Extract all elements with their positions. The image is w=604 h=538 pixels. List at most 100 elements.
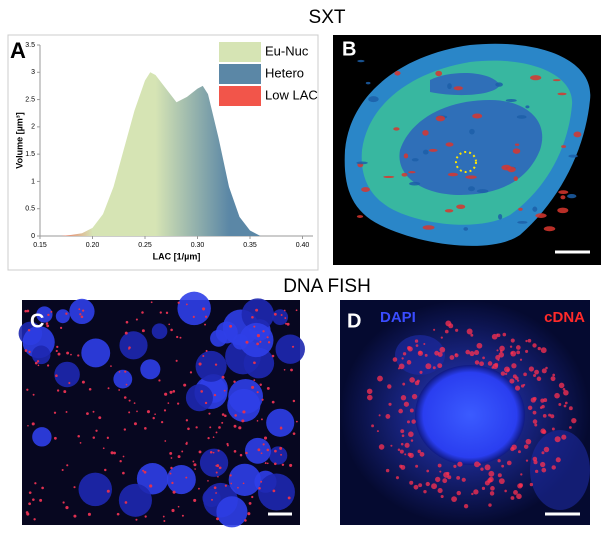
- signal-dot: [517, 483, 523, 489]
- signal-dot: [143, 470, 147, 474]
- specks: [356, 59, 582, 232]
- nucleus: [415, 365, 525, 465]
- signal-dot: [119, 460, 122, 463]
- signal-dot: [125, 320, 129, 324]
- signal-dot: [523, 372, 527, 377]
- signal-dot: [263, 436, 268, 440]
- signal-dot: [290, 368, 293, 372]
- signal-dot: [568, 406, 573, 411]
- signal-dot: [418, 483, 423, 488]
- signal-dot: [426, 469, 430, 473]
- signal-dot: [128, 411, 131, 414]
- signal-dot: [523, 383, 526, 386]
- signal-dot: [169, 451, 173, 455]
- speck: [361, 187, 370, 192]
- signal-dot: [279, 426, 283, 430]
- signal-dot: [124, 370, 127, 373]
- signal-dot: [26, 309, 30, 313]
- signal-dot: [532, 456, 538, 462]
- y-tick-label: 0.5: [25, 206, 35, 213]
- signal-dot: [163, 409, 167, 412]
- signal-dot: [177, 402, 180, 405]
- signal-dot: [407, 346, 413, 352]
- y-tick-label: 2: [31, 124, 35, 131]
- panel-label: A: [10, 38, 26, 63]
- signal-dot: [516, 379, 520, 382]
- signal-dot: [439, 470, 442, 473]
- signal-dot: [563, 389, 569, 396]
- signal-dot: [469, 350, 475, 357]
- speck: [495, 82, 503, 87]
- nucleus: [210, 329, 228, 347]
- nucleus: [239, 322, 274, 358]
- signal-dot: [274, 449, 277, 453]
- signal-dot: [98, 416, 102, 420]
- panel-d-image: D DAPI cDNA: [340, 300, 590, 525]
- signal-dot: [540, 347, 547, 354]
- speck: [516, 115, 527, 119]
- signal-dot: [502, 332, 507, 337]
- signal-dot: [194, 468, 196, 470]
- signal-dot: [437, 363, 443, 369]
- signal-dot: [215, 431, 218, 434]
- signal-dot: [527, 338, 532, 343]
- speck: [543, 226, 556, 232]
- signal-dot: [215, 471, 218, 474]
- signal-dot: [540, 398, 545, 403]
- signal-dot: [402, 352, 407, 356]
- speck: [444, 209, 454, 213]
- signal-dot: [256, 342, 260, 346]
- signal-dot: [245, 340, 249, 344]
- x-tick-label: 0.20: [86, 242, 100, 249]
- signal-dot: [233, 424, 237, 428]
- signal-dot: [95, 429, 98, 432]
- signal-dot: [56, 389, 60, 392]
- signal-dot: [183, 383, 187, 387]
- signal-dot: [563, 404, 567, 408]
- speck: [435, 70, 443, 77]
- signal-dot: [366, 394, 373, 401]
- signal-dot: [198, 487, 200, 490]
- signal-dot: [465, 349, 471, 355]
- signal-dot: [118, 389, 121, 391]
- speck: [518, 207, 523, 211]
- signal-dot: [514, 376, 519, 380]
- signal-dot: [540, 461, 546, 468]
- nucleus: [32, 427, 52, 447]
- speck: [472, 113, 483, 119]
- signal-dot: [200, 390, 204, 393]
- signal-dot: [510, 338, 515, 343]
- signal-dot: [110, 451, 114, 455]
- signal-dot: [167, 402, 170, 404]
- signal-dot: [66, 464, 69, 467]
- signal-dot: [189, 371, 193, 374]
- signal-dot: [221, 421, 224, 424]
- signal-dot: [488, 470, 495, 477]
- speck: [453, 86, 463, 91]
- signal-dot: [440, 336, 443, 339]
- signal-dot: [57, 352, 61, 356]
- signal-dot: [409, 408, 414, 413]
- signal-dot: [478, 463, 481, 466]
- signal-dot: [47, 313, 50, 317]
- signal-dot: [497, 359, 500, 362]
- signal-dot: [125, 383, 128, 386]
- signal-dot: [504, 489, 507, 493]
- signal-dot: [562, 387, 566, 391]
- signal-dot: [251, 385, 255, 389]
- highlight-circle: [455, 151, 477, 173]
- signal-dot: [33, 518, 36, 521]
- x-axis-label: LAC [1/µm]: [153, 251, 201, 261]
- signal-dot: [411, 393, 418, 400]
- signal-dot: [141, 329, 145, 333]
- signal-dot: [238, 426, 242, 430]
- signal-dot: [77, 435, 80, 438]
- speck: [447, 172, 459, 177]
- signal-dot: [411, 419, 416, 424]
- signal-dot: [292, 399, 296, 403]
- speck: [447, 83, 452, 90]
- signal-dot: [181, 450, 184, 453]
- speck: [356, 161, 368, 165]
- signal-dot: [443, 471, 450, 478]
- signal-dot: [476, 342, 483, 349]
